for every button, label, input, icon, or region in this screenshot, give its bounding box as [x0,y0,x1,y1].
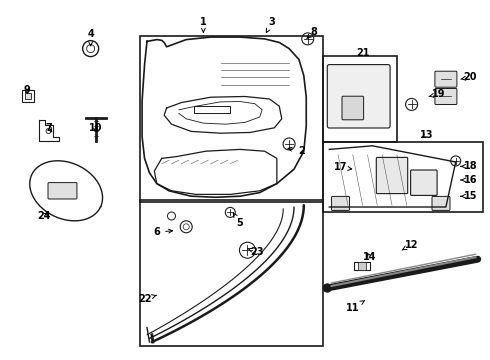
FancyBboxPatch shape [327,64,390,128]
Text: 9: 9 [24,85,30,95]
Text: 20: 20 [461,72,477,82]
FancyBboxPatch shape [25,94,31,99]
Text: 13: 13 [419,130,433,140]
Text: 7: 7 [46,123,52,133]
Text: 24: 24 [37,211,51,221]
FancyBboxPatch shape [376,157,408,194]
Text: 4: 4 [87,29,94,46]
Text: 22: 22 [138,294,157,304]
Text: 18: 18 [461,161,477,171]
Text: 6: 6 [153,227,172,237]
Text: 2: 2 [288,146,305,156]
Bar [358,262,366,270]
Bar [354,262,369,270]
Text: 15: 15 [461,191,477,201]
Text: 1: 1 [200,17,207,32]
Text: 11: 11 [346,301,365,313]
FancyBboxPatch shape [332,197,349,210]
FancyBboxPatch shape [435,89,457,104]
Text: 8: 8 [307,27,317,38]
Text: 5: 5 [233,213,244,228]
Text: 3: 3 [267,17,275,32]
Text: 16: 16 [461,175,477,185]
FancyBboxPatch shape [432,197,450,210]
Text: 17: 17 [334,162,352,172]
FancyBboxPatch shape [48,183,77,199]
Text: 23: 23 [248,247,264,257]
Text: 21: 21 [356,48,369,58]
Text: 12: 12 [402,240,418,250]
FancyBboxPatch shape [411,170,437,195]
Text: 14: 14 [363,252,377,262]
FancyBboxPatch shape [342,96,364,120]
Text: 19: 19 [429,89,445,99]
FancyBboxPatch shape [435,71,457,87]
Text: 10: 10 [89,123,102,133]
Circle shape [323,284,331,292]
